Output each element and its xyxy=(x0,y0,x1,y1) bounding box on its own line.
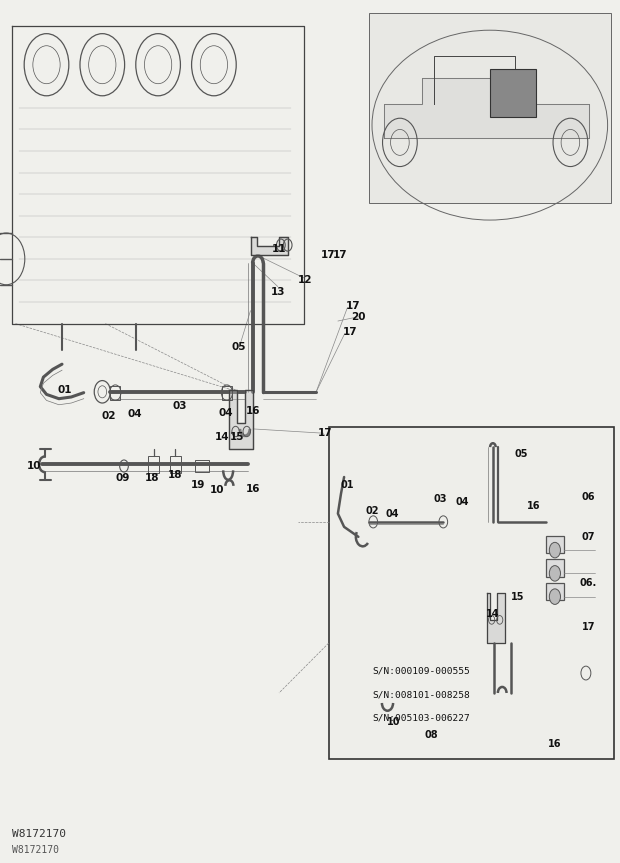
Text: 10: 10 xyxy=(27,461,42,471)
Text: 15: 15 xyxy=(230,432,245,442)
Polygon shape xyxy=(251,237,288,255)
Text: 10: 10 xyxy=(387,717,401,728)
Bar xyxy=(546,583,564,600)
Text: 14: 14 xyxy=(215,432,229,442)
Bar xyxy=(546,559,564,576)
Text: 18: 18 xyxy=(168,469,183,480)
Text: 12: 12 xyxy=(298,275,312,286)
Text: 01: 01 xyxy=(340,480,354,490)
Bar xyxy=(170,456,181,473)
Text: 20: 20 xyxy=(351,312,366,322)
Circle shape xyxy=(549,565,560,581)
Text: 16: 16 xyxy=(526,501,540,511)
Polygon shape xyxy=(384,78,589,138)
Polygon shape xyxy=(229,390,253,449)
Text: 04: 04 xyxy=(385,509,399,520)
Text: 14: 14 xyxy=(486,609,500,620)
Text: 05: 05 xyxy=(231,342,246,352)
Text: W8172170: W8172170 xyxy=(12,829,66,839)
Text: 01: 01 xyxy=(58,385,73,395)
Text: 07: 07 xyxy=(581,532,595,542)
Text: 16: 16 xyxy=(246,484,260,494)
Text: W8172170: W8172170 xyxy=(12,845,60,854)
Text: 16: 16 xyxy=(246,406,260,416)
Bar xyxy=(148,456,159,473)
Text: 17: 17 xyxy=(343,327,358,337)
Circle shape xyxy=(549,589,560,604)
Polygon shape xyxy=(487,594,505,643)
Text: 04: 04 xyxy=(219,407,234,418)
Text: 16: 16 xyxy=(548,739,562,749)
Text: 18: 18 xyxy=(144,473,159,483)
Bar xyxy=(546,536,564,553)
Text: 02: 02 xyxy=(365,506,379,516)
Text: 04: 04 xyxy=(455,497,469,507)
Text: 02: 02 xyxy=(101,411,116,421)
Text: 04: 04 xyxy=(128,409,143,419)
Bar xyxy=(369,13,611,203)
Text: 03: 03 xyxy=(433,494,447,504)
Text: 17: 17 xyxy=(332,249,347,260)
Text: S/N:000109-000555: S/N:000109-000555 xyxy=(372,667,470,676)
Text: 09: 09 xyxy=(115,473,130,483)
Text: 06: 06 xyxy=(581,492,595,502)
Text: 05: 05 xyxy=(514,449,528,459)
Text: 10: 10 xyxy=(210,485,224,495)
Text: S/N:005103-006227: S/N:005103-006227 xyxy=(372,714,470,722)
Text: 11: 11 xyxy=(272,243,286,254)
Bar xyxy=(222,386,232,400)
Bar xyxy=(110,386,120,400)
Bar xyxy=(490,69,536,117)
Text: 17: 17 xyxy=(582,622,596,633)
Text: 17: 17 xyxy=(321,249,336,260)
Text: 03: 03 xyxy=(172,400,187,411)
Text: 06.: 06. xyxy=(579,578,596,589)
Text: 08: 08 xyxy=(424,730,438,740)
Text: 17: 17 xyxy=(346,301,361,312)
Text: 19: 19 xyxy=(191,480,206,490)
Text: 13: 13 xyxy=(270,287,285,297)
Circle shape xyxy=(549,542,560,557)
Text: S/N:008101-008258: S/N:008101-008258 xyxy=(372,690,470,699)
Bar xyxy=(195,460,209,472)
Text: 17: 17 xyxy=(318,428,333,438)
Text: 15: 15 xyxy=(511,592,525,602)
Bar xyxy=(329,427,614,759)
